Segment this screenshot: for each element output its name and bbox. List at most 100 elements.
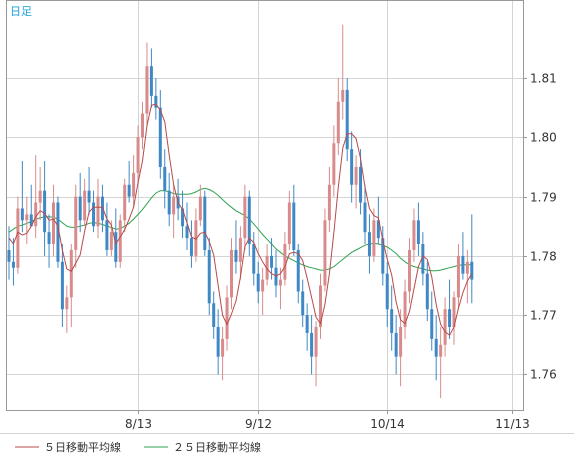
candle-body	[385, 273, 389, 310]
candle	[7, 226, 11, 280]
candle-body	[363, 202, 367, 233]
candle	[323, 208, 327, 292]
candle	[354, 155, 358, 209]
candle-body	[96, 196, 100, 227]
candle	[154, 78, 158, 120]
period-label: 日足	[10, 5, 32, 18]
ma5-line	[8, 103, 473, 337]
candle-body	[172, 196, 176, 215]
candle-body	[314, 327, 318, 357]
candle	[376, 196, 380, 245]
candle	[461, 232, 465, 280]
candle-body	[207, 249, 211, 304]
candle-body	[376, 220, 380, 239]
candle	[247, 190, 251, 256]
legend-label-ma25: ２５日移動平均線	[173, 440, 261, 454]
candle-body	[367, 232, 371, 256]
candle	[198, 184, 202, 227]
candle-body	[25, 214, 29, 221]
candle	[434, 315, 438, 381]
candle-body	[283, 244, 287, 280]
candle-body	[274, 267, 278, 286]
candle	[11, 238, 15, 286]
candle-body	[270, 255, 274, 268]
candle	[221, 327, 225, 381]
candle	[145, 42, 149, 126]
candle-body	[261, 279, 265, 292]
candle-body	[327, 184, 331, 221]
candle-body	[301, 291, 305, 316]
candle	[421, 232, 425, 286]
candle	[78, 172, 82, 233]
candle-body	[43, 190, 47, 233]
legend-label-ma5: ５日移動平均線	[44, 440, 121, 454]
candle-body	[65, 297, 69, 310]
candle-body	[350, 149, 354, 185]
candle-body	[181, 208, 185, 227]
legend-item-ma5: ５日移動平均線	[15, 440, 121, 454]
candle	[439, 327, 443, 399]
candle-body	[127, 184, 131, 197]
candle-body	[421, 244, 425, 274]
candle	[234, 220, 238, 274]
candle	[25, 196, 29, 245]
candle	[47, 214, 51, 268]
candle-body	[114, 232, 118, 262]
candle	[230, 238, 233, 310]
candle-body	[448, 309, 452, 328]
candle-body	[319, 285, 322, 328]
candle-body	[167, 190, 171, 215]
candle-body	[287, 202, 291, 245]
candle-body	[354, 166, 358, 185]
y-tick-label: 1.77	[530, 309, 557, 323]
candle	[29, 184, 33, 227]
x-tick-label: 8/13	[125, 417, 152, 431]
candle-body	[221, 338, 225, 357]
candle	[394, 315, 398, 375]
candle	[16, 196, 20, 274]
candle-body	[310, 332, 314, 357]
candle	[65, 285, 69, 333]
candle-body	[408, 249, 411, 292]
candle-body	[292, 202, 296, 250]
candle	[181, 190, 185, 239]
candle	[310, 315, 314, 375]
candle	[350, 131, 354, 203]
candle-body	[238, 238, 242, 262]
candle-body	[461, 255, 465, 274]
candle-body	[141, 113, 144, 138]
candle	[278, 267, 282, 310]
candle	[96, 178, 100, 239]
legend-item-ma25: ２５日移動平均線	[144, 440, 261, 454]
candle-body	[225, 297, 229, 339]
candle-body	[243, 196, 247, 239]
candle-body	[60, 261, 64, 310]
candle-body	[256, 273, 260, 292]
candle	[56, 196, 60, 268]
candle-body	[154, 95, 158, 108]
x-axis: 8/13 9/12 10/14 11/13	[125, 410, 530, 431]
candle	[416, 202, 420, 256]
candle	[167, 172, 171, 227]
candle	[185, 202, 189, 250]
candle	[381, 226, 385, 286]
candle	[149, 48, 153, 108]
legend: ５日移動平均線 ２５日移動平均線	[15, 440, 261, 454]
candle	[256, 261, 260, 304]
candle	[408, 238, 411, 304]
candle-body	[399, 327, 403, 357]
candle-body	[336, 101, 340, 144]
candle	[385, 261, 389, 328]
candle-body	[52, 202, 55, 245]
candle-body	[425, 273, 429, 310]
candle	[118, 214, 122, 268]
candle	[203, 190, 207, 256]
x-tick-label: 9/12	[245, 417, 272, 431]
candle-body	[123, 184, 127, 221]
candle-body	[265, 255, 269, 280]
candle-body	[92, 202, 96, 227]
candle	[363, 184, 367, 245]
candle	[345, 78, 349, 162]
